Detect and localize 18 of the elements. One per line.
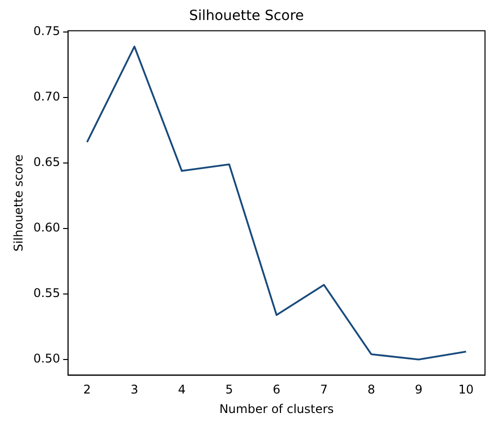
- x-tick-label: 10: [458, 382, 474, 397]
- x-tick-label: 6: [272, 382, 280, 397]
- x-tick-label: 5: [225, 382, 234, 397]
- y-tick-label: 0.50: [33, 352, 60, 366]
- y-axis-title: Silhouette score: [11, 154, 26, 252]
- x-tick-label: 9: [414, 382, 422, 397]
- y-tick-label: 0.70: [33, 90, 60, 104]
- x-tick-label: 7: [320, 382, 328, 397]
- x-tick-label: 8: [367, 382, 376, 397]
- x-tick-label: 3: [130, 382, 138, 397]
- y-tick-label: 0.75: [33, 24, 60, 38]
- x-tick-label: 4: [178, 382, 186, 397]
- y-tick-label: 0.60: [33, 220, 60, 235]
- y-tick-label: 0.65: [33, 155, 60, 170]
- chart-title: Silhouette Score: [189, 8, 304, 24]
- y-tick-label: 0.55: [33, 286, 60, 300]
- x-tick-label: 2: [83, 382, 91, 397]
- x-axis-title: Number of clusters: [219, 402, 334, 416]
